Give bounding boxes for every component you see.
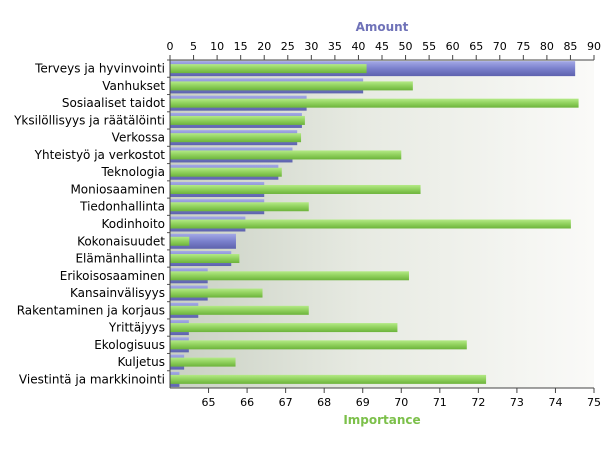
bottom-tick-label: 70	[394, 396, 408, 409]
importance-bar	[170, 357, 236, 367]
top-tick-label: 30	[304, 40, 318, 53]
importance-bar	[170, 184, 421, 194]
bottom-tick-label: 65	[202, 396, 216, 409]
importance-bar	[170, 305, 309, 315]
bottom-tick-label: 72	[471, 396, 485, 409]
importance-bar	[170, 64, 367, 74]
bottom-tick-label: 67	[279, 396, 293, 409]
top-tick-label: 10	[210, 40, 224, 53]
top-tick-label: 40	[351, 40, 365, 53]
category-label: Yksilöllisyys ja räätälöinti	[13, 113, 165, 127]
category-label: Yrittäjyys	[108, 321, 165, 335]
top-tick-label: 85	[563, 40, 577, 53]
importance-bar	[170, 167, 282, 177]
top-tick-label: 0	[167, 40, 174, 53]
top-tick-label: 5	[190, 40, 197, 53]
bottom-axis-title: Importance	[343, 413, 420, 427]
importance-bar	[170, 133, 302, 143]
category-label: Moniosaaminen	[70, 182, 165, 196]
top-tick-label: 70	[493, 40, 507, 53]
top-tick-label: 35	[328, 40, 342, 53]
top-tick-label: 50	[399, 40, 413, 53]
category-label: Yhteistyö ja verkostot	[34, 148, 166, 162]
bottom-tick-label: 66	[240, 396, 254, 409]
importance-bar	[170, 81, 413, 91]
importance-bar	[170, 202, 309, 212]
importance-bar	[170, 288, 263, 298]
top-tick-label: 55	[422, 40, 436, 53]
category-label: Rakentaminen ja korjaus	[17, 303, 165, 317]
category-label: Sosiaaliset taidot	[62, 96, 165, 110]
top-tick-label: 90	[587, 40, 601, 53]
bottom-tick-label: 71	[433, 396, 447, 409]
category-label: Viestintä ja markkinointi	[19, 372, 165, 386]
importance-bar	[170, 323, 398, 333]
importance-bar	[170, 254, 240, 264]
top-tick-label: 20	[257, 40, 271, 53]
importance-bar	[170, 150, 402, 160]
importance-bar	[170, 115, 305, 125]
top-tick-label: 75	[516, 40, 530, 53]
top-tick-label: 65	[469, 40, 483, 53]
bottom-tick-label: 74	[548, 396, 562, 409]
category-label: Kuljetus	[118, 355, 166, 369]
category-label: Kansainvälisyys	[70, 286, 165, 300]
top-tick-label: 25	[281, 40, 295, 53]
top-axis-title: Amount	[356, 20, 409, 34]
importance-bar	[170, 340, 467, 350]
category-label: Kokonaisuudet	[77, 234, 165, 248]
category-label: Verkossa	[112, 131, 165, 145]
importance-bar	[170, 219, 571, 229]
top-tick-label: 80	[540, 40, 554, 53]
category-label: Kodinhoito	[102, 217, 166, 231]
importance-bar	[170, 236, 190, 246]
bottom-tick-label: 73	[510, 396, 524, 409]
top-tick-label: 45	[375, 40, 389, 53]
category-label: Erikoisosaaminen	[60, 269, 165, 283]
top-tick-label: 15	[234, 40, 248, 53]
bottom-tick-label: 68	[317, 396, 331, 409]
importance-bar	[170, 98, 579, 108]
bottom-tick-label: 75	[587, 396, 601, 409]
category-label: Vanhukset	[102, 79, 165, 93]
bottom-tick-label: 69	[356, 396, 370, 409]
category-label: Tiedonhallinta	[79, 200, 165, 214]
importance-bar	[170, 374, 487, 384]
category-label: Terveys ja hyvinvointi	[34, 62, 165, 76]
top-tick-label: 60	[446, 40, 460, 53]
category-label: Teknologia	[100, 165, 165, 179]
importance-bar	[170, 271, 409, 281]
category-label: Elämänhallinta	[75, 252, 165, 266]
category-label: Ekologisuus	[94, 338, 165, 352]
